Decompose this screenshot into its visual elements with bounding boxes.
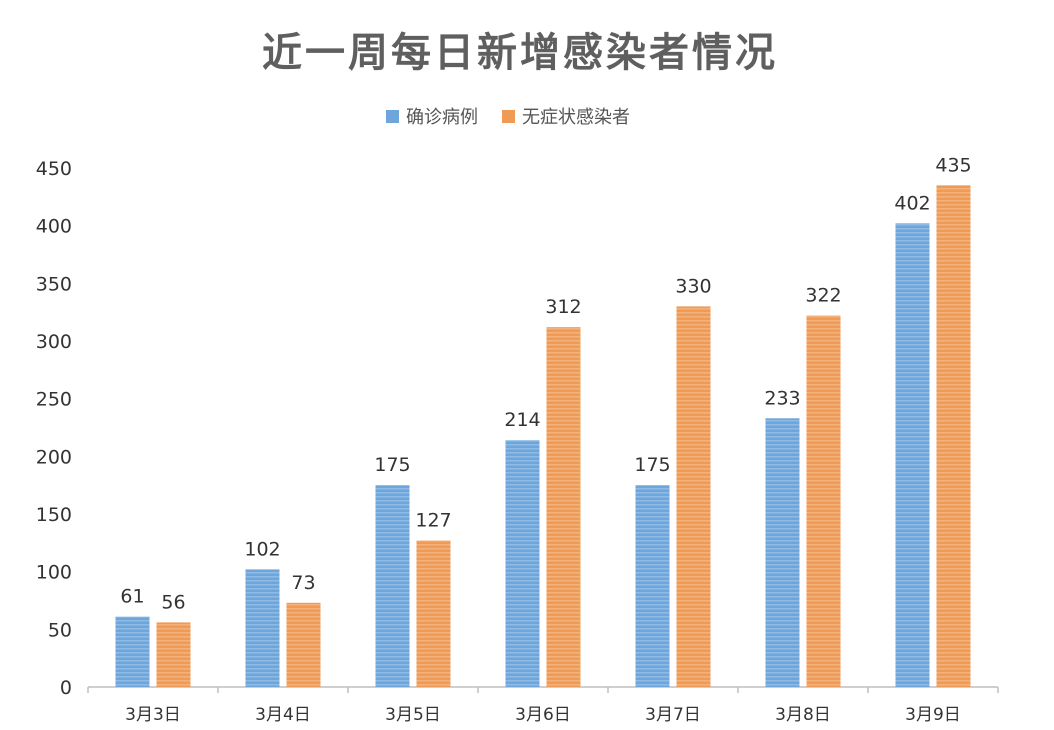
y-tick-label: 50 — [48, 619, 72, 641]
bar-asymptomatic — [936, 185, 971, 688]
y-tick-label: 350 — [36, 273, 72, 295]
legend: 确诊病例 无症状感染者 — [386, 107, 630, 128]
bar-confirmed — [375, 485, 410, 687]
bar-confirmed — [895, 223, 930, 688]
data-label-asymptomatic: 73 — [291, 572, 315, 594]
y-tick-label: 450 — [36, 158, 72, 180]
data-label-confirmed: 402 — [894, 192, 930, 214]
bar-asymptomatic — [156, 622, 191, 687]
bar-asymptomatic — [806, 315, 841, 687]
data-label-confirmed: 175 — [374, 454, 410, 476]
bar-asymptomatic — [676, 306, 711, 687]
y-tick-label: 100 — [36, 562, 72, 584]
y-tick-label: 150 — [36, 504, 72, 526]
data-label-confirmed: 61 — [120, 586, 144, 608]
data-label-asymptomatic: 322 — [805, 285, 841, 307]
chart-title: 近一周每日新增感染者情况 — [262, 30, 778, 76]
bar-confirmed — [245, 569, 280, 687]
data-label-asymptomatic: 435 — [935, 154, 971, 176]
data-label-asymptomatic: 56 — [161, 591, 185, 613]
y-tick-label: 300 — [36, 331, 72, 353]
data-label-asymptomatic: 127 — [415, 510, 451, 532]
legend-label-confirmed: 确诊病例 — [406, 107, 478, 128]
legend-swatch-asymptomatic — [502, 110, 515, 123]
y-tick-label: 250 — [36, 389, 72, 411]
legend-label-asymptomatic: 无症状感染者 — [522, 107, 630, 128]
bars — [115, 185, 971, 688]
data-label-confirmed: 214 — [504, 409, 540, 431]
y-axis: 0 50 100 150 200 250 300 350 400 450 — [36, 158, 72, 699]
data-label-asymptomatic: 330 — [675, 275, 711, 297]
bar-confirmed — [765, 418, 800, 687]
x-tick-label: 3月6日 — [515, 705, 571, 725]
bar-asymptomatic — [286, 602, 321, 687]
data-label-confirmed: 175 — [634, 454, 670, 476]
bar-confirmed — [635, 485, 670, 687]
data-label-asymptomatic: 312 — [545, 296, 581, 318]
data-label-confirmed: 102 — [244, 538, 280, 560]
y-tick-label: 200 — [36, 446, 72, 468]
x-tick-label: 3月7日 — [645, 705, 701, 725]
x-tick-label: 3月9日 — [905, 705, 961, 725]
bar-confirmed — [505, 440, 540, 687]
bar-confirmed — [115, 616, 150, 687]
y-tick-label: 0 — [60, 677, 72, 699]
y-tick-label: 400 — [36, 216, 72, 238]
x-tick-label: 3月4日 — [255, 705, 311, 725]
x-axis: 3月3日 3月4日 3月5日 3月6日 3月7日 3月8日 3月9日 — [87, 686, 999, 725]
x-tick-label: 3月8日 — [775, 705, 831, 725]
bar-asymptomatic — [546, 327, 581, 687]
x-tick-label: 3月5日 — [385, 705, 441, 725]
bar-asymptomatic — [416, 540, 451, 687]
legend-swatch-confirmed — [386, 110, 399, 123]
x-tick-label: 3月3日 — [125, 705, 181, 725]
data-label-confirmed: 233 — [764, 387, 800, 409]
